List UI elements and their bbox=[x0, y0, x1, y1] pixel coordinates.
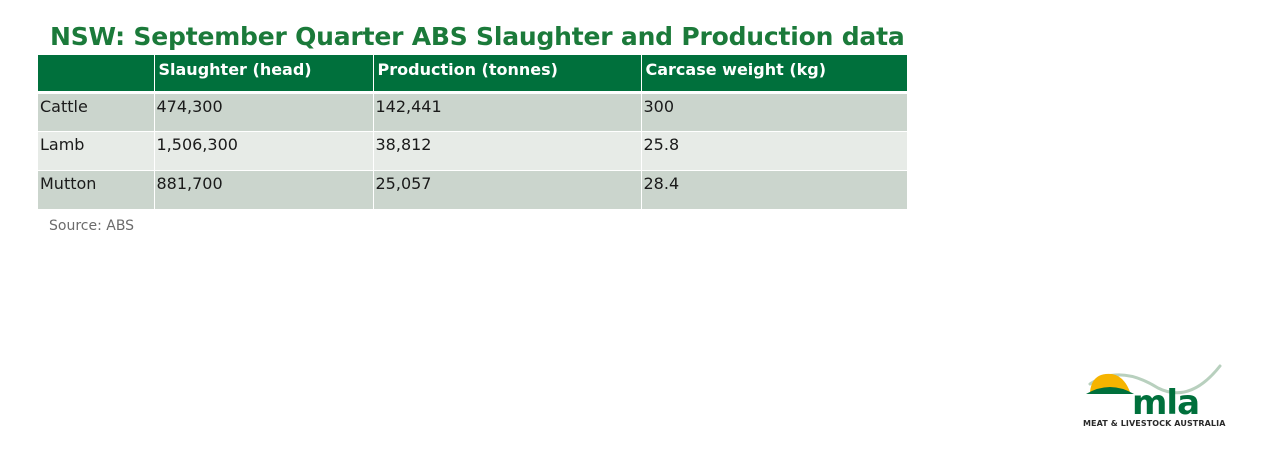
table-row: Lamb 1,506,300 38,812 25.8 bbox=[38, 131, 907, 171]
table-cell: 881,700 bbox=[154, 170, 374, 210]
table-cell: 38,812 bbox=[373, 131, 642, 171]
logo-hill bbox=[1086, 387, 1134, 394]
table-cell: 300 bbox=[641, 92, 907, 132]
table-row: Cattle 474,300 142,441 300 bbox=[38, 92, 907, 132]
mla-logo: mla bbox=[1086, 364, 1222, 423]
row-label: Lamb bbox=[38, 131, 155, 171]
table-cell: 25.8 bbox=[641, 131, 907, 171]
table-cell: 1,506,300 bbox=[154, 131, 374, 171]
column-header-production: Production (tonnes) bbox=[373, 55, 642, 94]
row-label: Mutton bbox=[38, 170, 155, 210]
column-header-carcase-weight: Carcase weight (kg) bbox=[641, 55, 907, 94]
sun-icon bbox=[1090, 373, 1130, 392]
logo-tagline: MEAT & LIVESTOCK AUSTRALIA bbox=[1083, 419, 1226, 428]
slaughter-production-table: Slaughter (head) Production (tonnes) Car… bbox=[38, 55, 907, 210]
table-header-row: Slaughter (head) Production (tonnes) Car… bbox=[38, 55, 907, 94]
table-cell: 142,441 bbox=[373, 92, 642, 132]
page-title: NSW: September Quarter ABS Slaughter and… bbox=[50, 22, 905, 51]
column-header-slaughter: Slaughter (head) bbox=[154, 55, 374, 94]
row-label: Cattle bbox=[38, 92, 155, 132]
table-cell: 28.4 bbox=[641, 170, 907, 210]
logo-wordmark: mla bbox=[1132, 383, 1199, 423]
table-row: Mutton 881,700 25,057 28.4 bbox=[38, 170, 907, 210]
column-header-label bbox=[38, 55, 155, 94]
table-cell: 474,300 bbox=[154, 92, 374, 132]
table-cell: 25,057 bbox=[373, 170, 642, 210]
source-note: Source: ABS bbox=[49, 218, 135, 234]
